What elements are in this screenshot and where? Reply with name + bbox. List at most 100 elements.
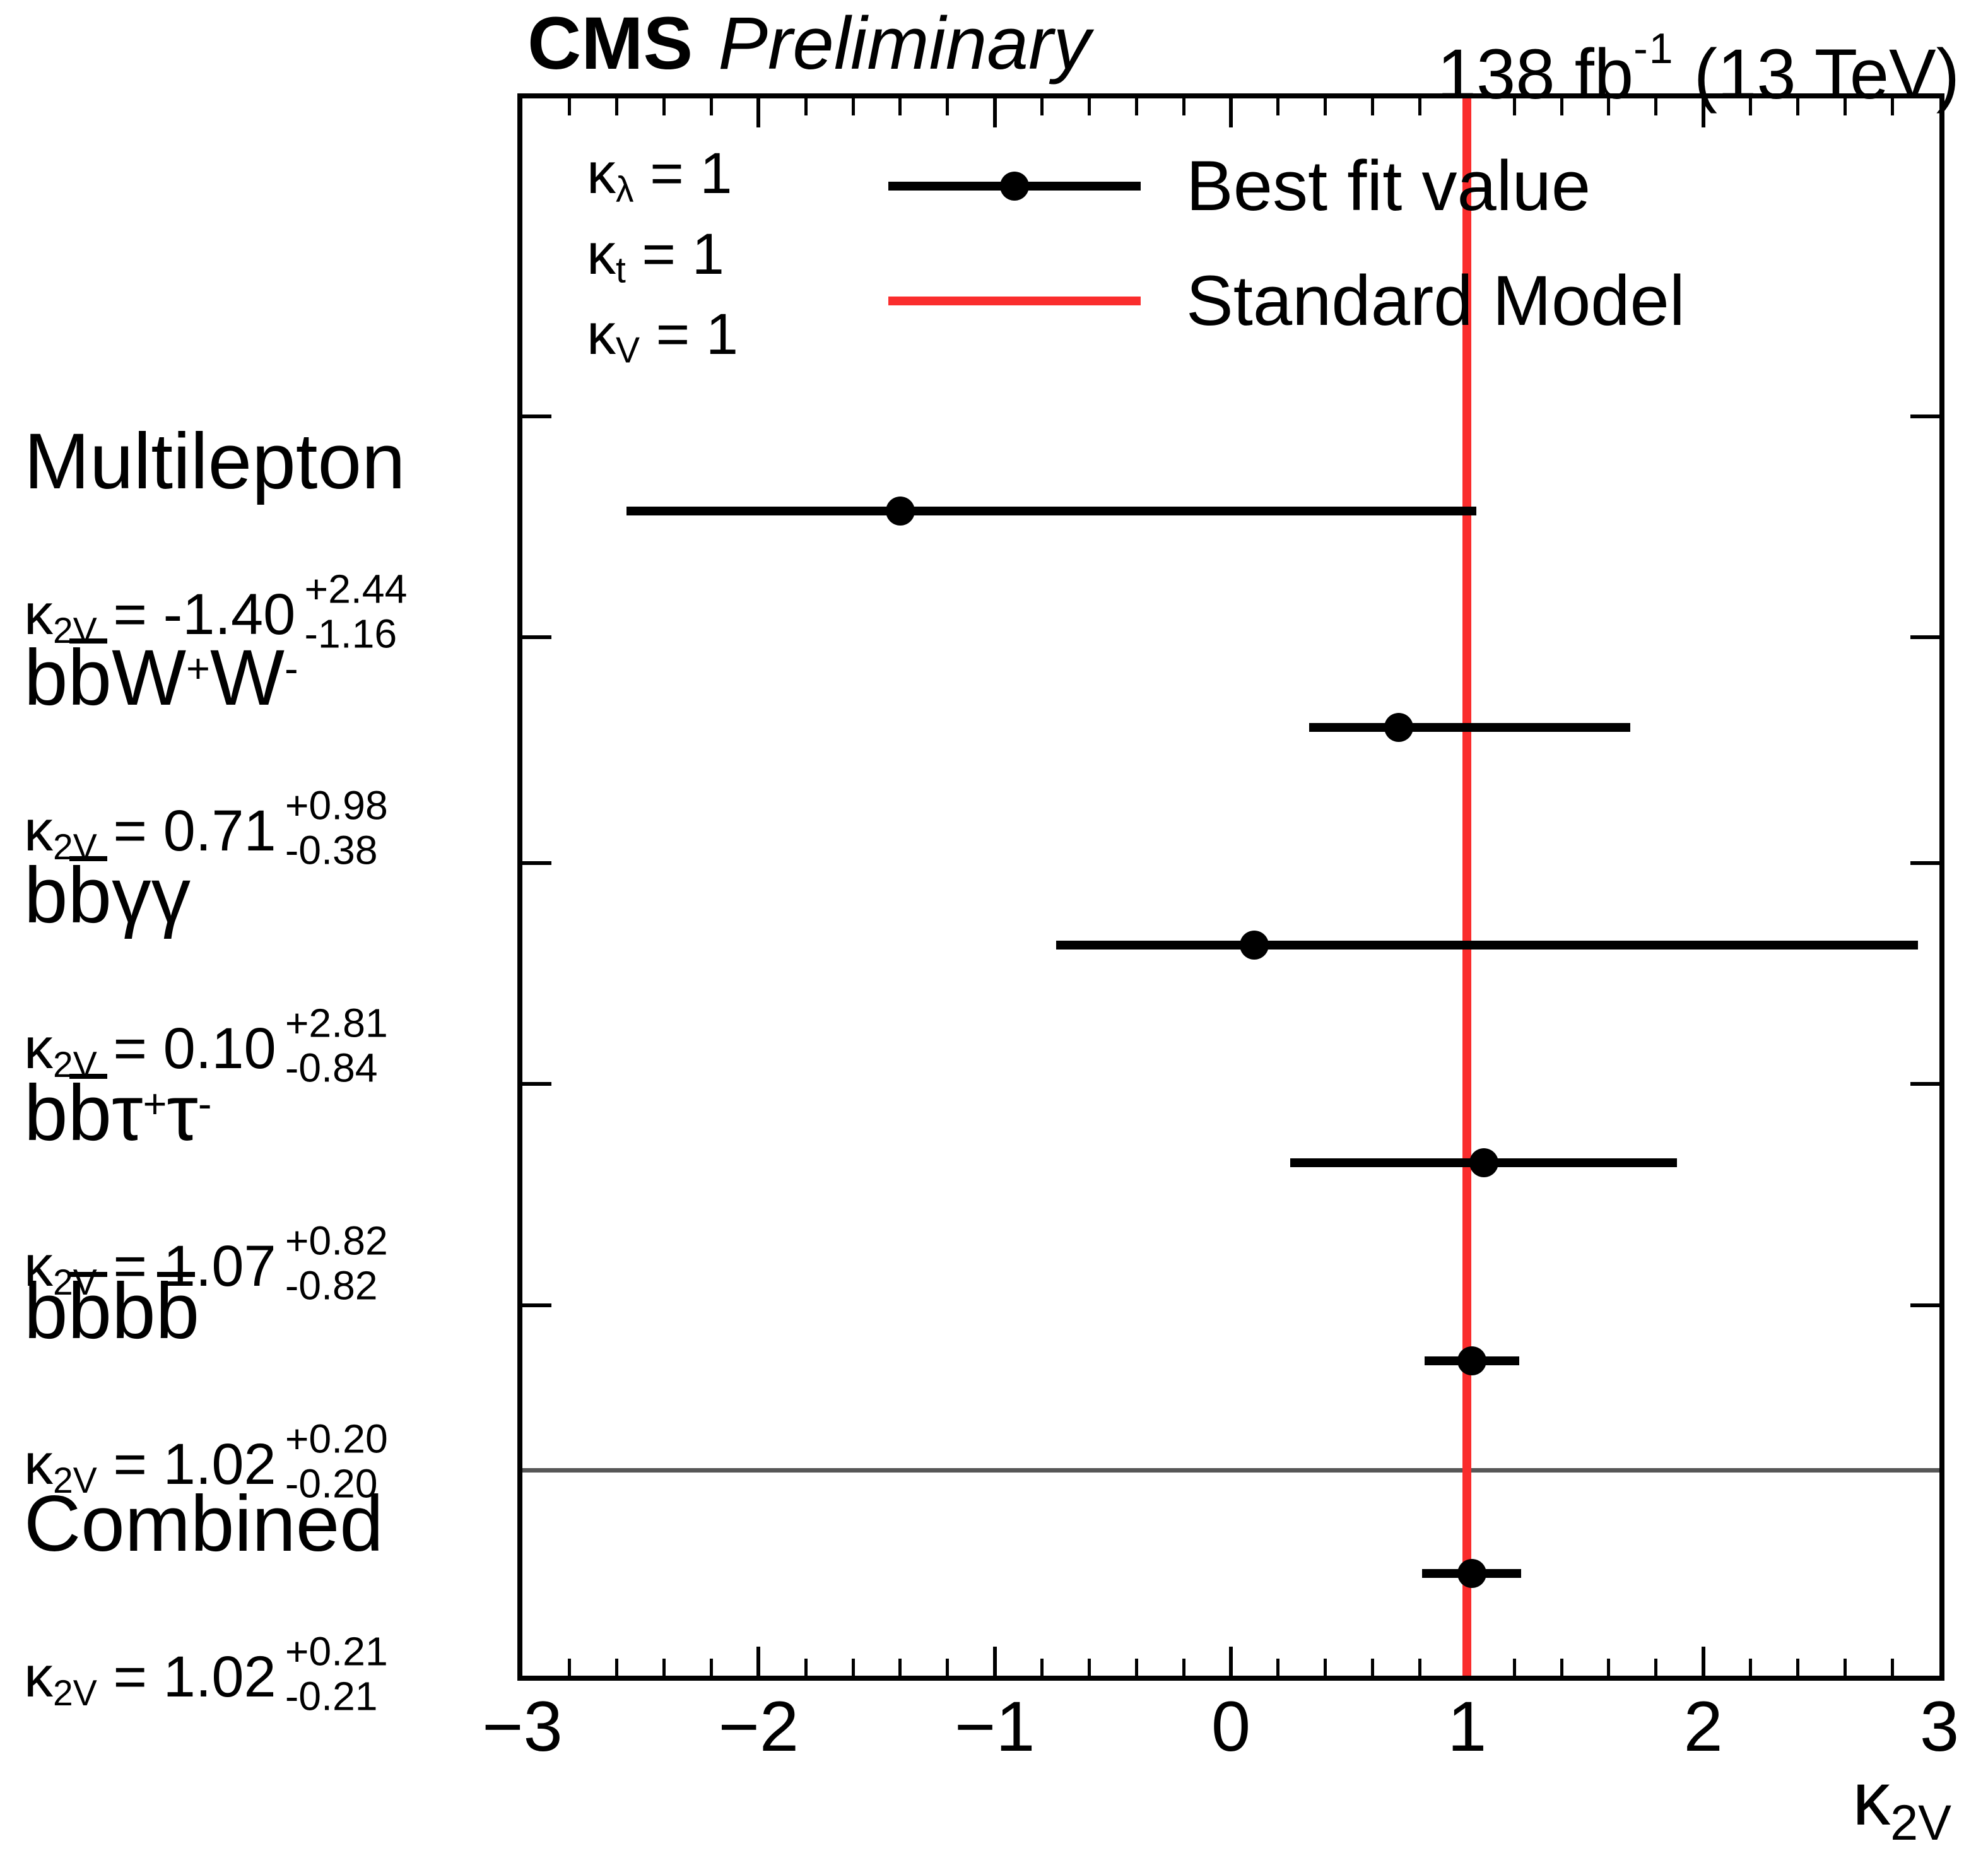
channel-kappa-value: κ2V = 1.02 +0.21 -0.21 — [24, 1629, 388, 1726]
kappa-uncertainty-stack: +2.44 -1.16 — [304, 567, 407, 656]
standard-model-line — [1462, 98, 1472, 1676]
plot-title: CMS Preliminary — [527, 4, 1090, 86]
kappa-subscript: 2V — [53, 610, 97, 651]
x-axis-minor-tick — [710, 1659, 713, 1676]
kappa-symbol: κ — [24, 799, 53, 864]
x-axis-minor-tick — [851, 1659, 855, 1676]
channel-name-superscript: + — [186, 645, 211, 691]
plot-frame: κλ = 1 κt = 1 κV = 1 Best fit value Standard… — [517, 93, 1944, 1681]
kappa-uncertainty-down: -0.20 — [285, 1461, 378, 1507]
condition-value: = 1 — [625, 221, 724, 286]
channel-kappa-value: κ2V = -1.40 +2.44 -1.16 — [24, 567, 407, 664]
row-boundary-tick-right — [1910, 415, 1939, 418]
best-fit-marker-1 — [885, 497, 915, 526]
channel-name: bbτ+τ- — [24, 1069, 211, 1158]
kappa-uncertainty-up: +0.21 — [285, 1628, 388, 1674]
channel-name-overbar-glyph: b — [68, 634, 112, 722]
error-bar-1 — [626, 507, 1477, 515]
row-boundary-tick-left — [522, 1082, 551, 1086]
x-axis-minor-tick-top — [1040, 98, 1044, 115]
channel-name-superscript: + — [143, 1080, 167, 1127]
row-boundary-tick-left — [522, 635, 551, 639]
channel-name-superscript: - — [285, 645, 298, 691]
x-axis-minor-tick-top — [1890, 98, 1894, 115]
kappa-uncertainty-down: -0.21 — [285, 1673, 378, 1719]
row-boundary-tick-right — [1910, 861, 1939, 865]
channel-name: Multilepton — [24, 418, 406, 506]
kappa-uncertainty-up: +2.81 — [285, 1000, 388, 1046]
x-axis-minor-tick — [1371, 1659, 1375, 1676]
channel-name-glyph: W — [210, 634, 285, 722]
x-axis-minor-tick-top — [898, 98, 902, 115]
x-axis-minor-tick-top — [804, 98, 808, 115]
channel-kappa-value: κ2V = 1.02 +0.20 -0.20 — [24, 1416, 388, 1514]
x-axis-minor-tick-top — [662, 98, 666, 115]
row-boundary-tick-right — [1910, 635, 1939, 639]
channel-name: Combined — [24, 1480, 384, 1568]
kappa-equals-value: = 1.02 — [97, 1432, 276, 1497]
kappa-uncertainty-up: +0.20 — [285, 1416, 388, 1462]
best-fit-marker-2 — [1384, 713, 1413, 742]
kappa-subscript: 2V — [53, 1673, 97, 1714]
kappa-uncertainty-down: -0.84 — [285, 1045, 378, 1091]
x-axis-minor-tick-top — [568, 98, 572, 115]
x-axis-title-subscript: 2V — [1890, 1794, 1951, 1850]
x-axis-minor-tick — [568, 1659, 572, 1676]
x-axis-minor-tick — [1843, 1659, 1847, 1676]
kappa-uncertainty-stack: +0.20 -0.20 — [285, 1416, 388, 1506]
kappa-uncertainty-down: -0.82 — [285, 1262, 378, 1308]
x-tick-label: 0 — [1211, 1687, 1251, 1766]
x-axis-minor-tick — [1182, 1659, 1185, 1676]
best-fit-marker-3 — [1240, 931, 1269, 960]
error-bar-3 — [1056, 941, 1919, 950]
x-axis-minor-tick — [1040, 1659, 1044, 1676]
luminosity-label: 138 fb-1 (13 TeV) — [1437, 9, 1960, 114]
kappa-symbol: κ — [24, 1234, 53, 1299]
x-tick-label: −2 — [718, 1687, 799, 1766]
kappa-symbol: κ — [587, 302, 616, 367]
channel-name-glyph: b — [24, 1069, 68, 1157]
kappa-subscript: V — [616, 331, 640, 372]
best-fit-marker-6 — [1457, 1559, 1486, 1588]
x-axis-minor-tick-top — [1796, 98, 1799, 115]
channel-name: bbγγ — [24, 852, 191, 940]
legend-sm-line-sample — [888, 297, 1141, 305]
kappa-subscript: t — [616, 250, 626, 291]
x-axis-major-tick-top — [1229, 98, 1233, 127]
channel-name-glyph: τ — [112, 1069, 143, 1157]
x-axis-minor-tick — [615, 1659, 619, 1676]
preliminary-label: Preliminary — [718, 2, 1091, 85]
x-axis-minor-tick-top — [1607, 98, 1611, 115]
kappa-uncertainty-stack: +2.81 -0.84 — [285, 1001, 388, 1090]
kappa-symbol: κ — [24, 1016, 53, 1081]
x-axis-minor-tick — [946, 1659, 950, 1676]
x-axis-minor-tick-top — [946, 98, 950, 115]
combined-separator-line — [522, 1468, 1939, 1473]
kappa-equals-value: = 1.07 — [97, 1234, 276, 1299]
condition-value: = 1 — [640, 302, 739, 367]
x-axis-minor-tick-top — [1182, 98, 1185, 115]
x-axis-minor-tick — [1796, 1659, 1799, 1676]
channel-name-glyph: τ — [167, 1069, 198, 1157]
x-axis-minor-tick — [1276, 1659, 1280, 1676]
kappa-uncertainty-down: -1.16 — [304, 611, 397, 657]
x-axis-minor-tick-top — [1276, 98, 1280, 115]
x-axis-minor-tick-top — [851, 98, 855, 115]
kappa-symbol: κ — [587, 141, 616, 206]
x-axis-minor-tick-top — [1087, 98, 1091, 115]
x-axis-major-tick-top — [1701, 98, 1705, 127]
x-tick-label: 3 — [1919, 1687, 1960, 1766]
x-axis-minor-tick — [1512, 1659, 1516, 1676]
x-axis-minor-tick-top — [1512, 98, 1516, 115]
x-axis-minor-tick-top — [1560, 98, 1563, 115]
channel-name-glyph: b — [24, 1267, 68, 1355]
kappa-uncertainty-up: +2.44 — [304, 566, 408, 612]
x-tick-label: 2 — [1683, 1687, 1723, 1766]
x-axis-minor-tick-top — [1371, 98, 1375, 115]
kappa-subscript: 2V — [53, 1262, 97, 1303]
x-axis-minor-tick — [1134, 1659, 1138, 1676]
kappa-symbol: κ — [24, 582, 53, 647]
x-axis-minor-tick-top — [615, 98, 619, 115]
x-axis-minor-tick-top — [1843, 98, 1847, 115]
